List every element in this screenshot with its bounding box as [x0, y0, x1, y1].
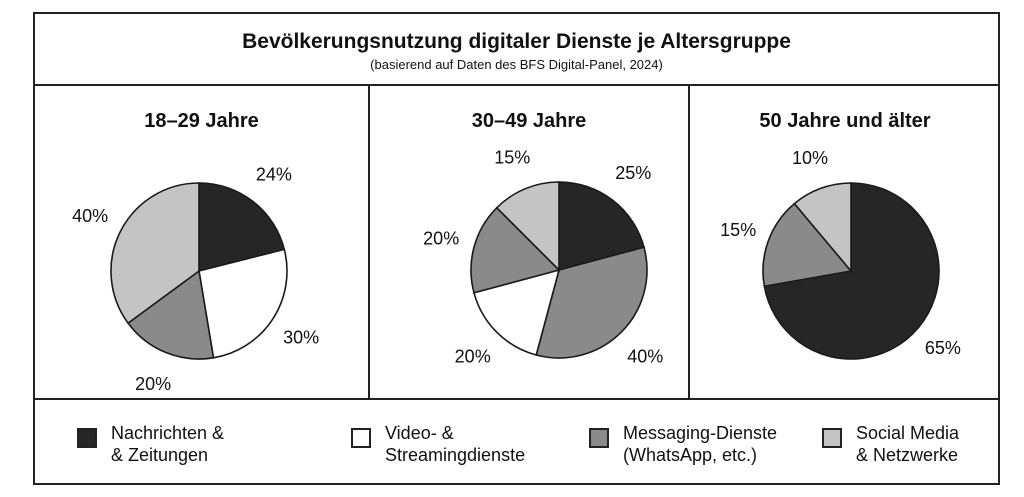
pie-slice-label: 15%	[494, 147, 530, 167]
title-box: Bevölkerungsnutzung digitaler Dienste je…	[35, 14, 998, 86]
legend-label: Messaging-Dienste (WhatsApp, etc.)	[623, 423, 778, 465]
pie-slice-video	[473, 268, 561, 356]
legend-swatch-video	[351, 428, 371, 448]
pie-chart-50-plus: 65% 15% 10%	[720, 148, 961, 360]
pie-panel-18-29: 18–29 Jahre 24% 30% 20% 40%	[35, 86, 370, 398]
legend-swatch-social	[822, 428, 842, 448]
chart-title: Bevölkerungsnutzung digitaler Dienste je…	[242, 30, 791, 53]
pie-slice-label: 25%	[615, 163, 651, 183]
legend-swatch-nachrichten	[77, 428, 97, 448]
pie-slice-label: 65%	[925, 338, 961, 358]
chart-frame: Bevölkerungsnutzung digitaler Dienste je…	[33, 12, 1000, 485]
legend-item-social: Social Media & Netzwerke	[822, 422, 959, 466]
legend: Nachrichten & & Zeitungen Video- & Strea…	[35, 398, 998, 485]
pie-slice-messaging	[470, 206, 561, 294]
pie-slice-label: 40%	[627, 346, 663, 366]
pie-slice-messaging	[535, 246, 648, 359]
pie-slice-label: 24%	[256, 165, 292, 185]
pie-slice-label: 20%	[135, 374, 171, 394]
legend-item-nachrichten: Nachrichten & & Zeitungen	[77, 422, 224, 466]
chart-subtitle: (basierend auf Daten des BFS Digital-Pan…	[370, 57, 663, 72]
pie-slice-messaging	[762, 202, 853, 288]
pie-slice-social	[110, 182, 200, 325]
pie-slice-video	[198, 248, 288, 359]
pie-title: 30–49 Jahre	[471, 110, 587, 132]
legend-item-messaging: Messaging-Dienste (WhatsApp, etc.)	[589, 422, 777, 466]
pie-slice-nachrichten	[558, 181, 645, 272]
pie-panel-50-plus: 50 Jahre und älter 65% 15% 10%	[690, 86, 1000, 398]
legend-label: Video- & Streamingdienste	[385, 423, 526, 465]
pie-slice-label: 20%	[455, 346, 491, 366]
pie-chart-18-29: 24% 30% 20% 40%	[72, 165, 319, 394]
legend-swatch-messaging	[589, 428, 609, 448]
legend-item-video: Video- & Streamingdienste	[351, 422, 525, 466]
pie-slice-nachrichten	[198, 182, 286, 273]
pie-slice-label: 40%	[72, 206, 108, 226]
legend-label: Social Media & Netzwerke	[856, 423, 960, 465]
pie-slice-social	[495, 181, 560, 272]
pie-slice-social	[793, 182, 852, 274]
pie-slice-label: 10%	[792, 148, 828, 168]
pie-panel-30-49: 30–49 Jahre 25% 40% 20% 20% 15%	[370, 86, 690, 398]
pie-chart-30-49: 25% 40% 20% 20% 15%	[423, 147, 663, 366]
pie-title: 18–29 Jahre	[144, 110, 259, 132]
pie-slice-label: 20%	[423, 228, 459, 248]
pie-slice-messaging	[126, 269, 215, 360]
pie-slice-label: 15%	[720, 220, 756, 240]
legend-label: Nachrichten & & Zeitungen	[111, 423, 225, 465]
pie-slice-label: 30%	[283, 328, 319, 348]
pie-title: 50 Jahre und älter	[759, 110, 931, 132]
